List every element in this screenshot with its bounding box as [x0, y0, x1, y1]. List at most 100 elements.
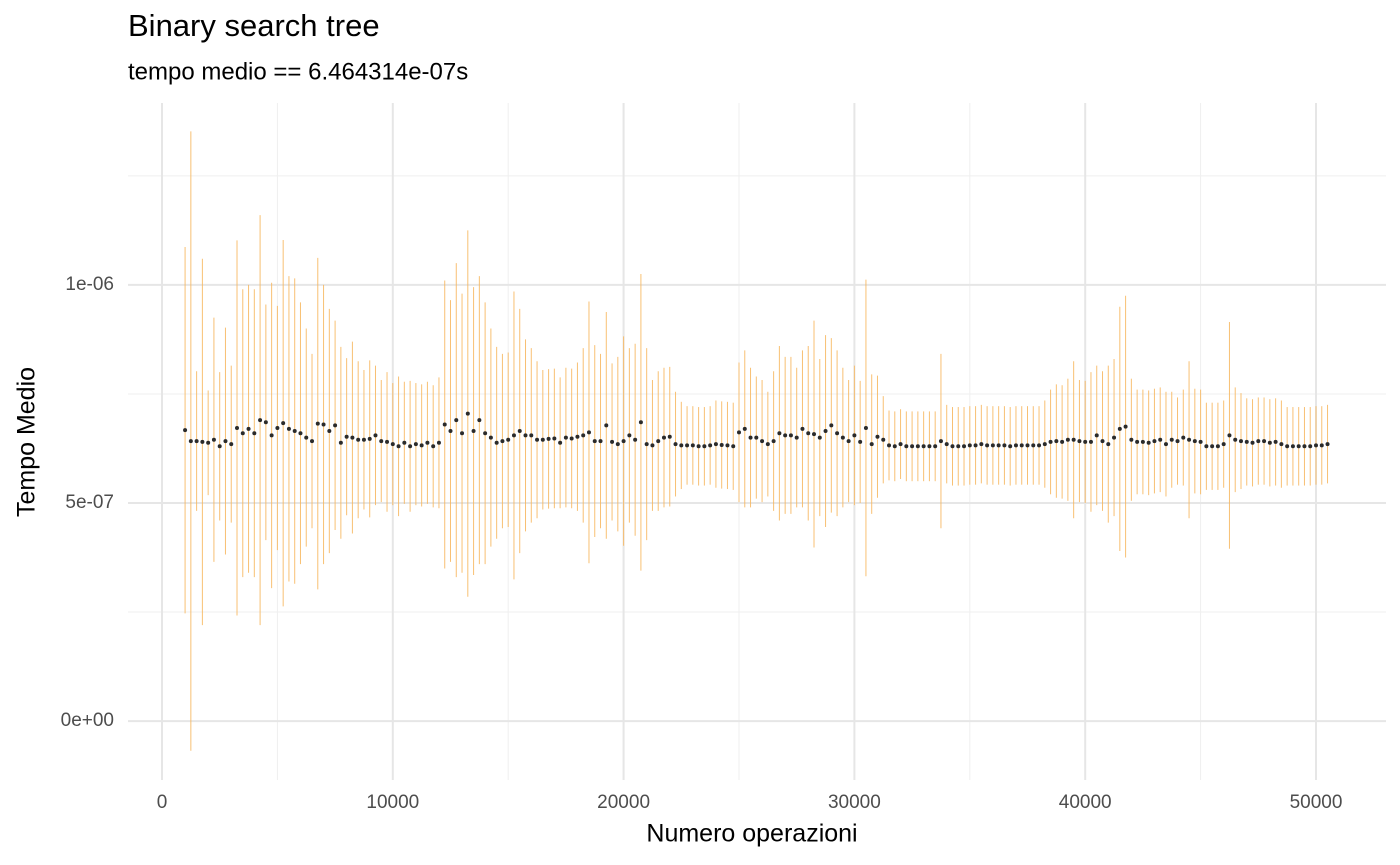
- point: [887, 443, 892, 448]
- point: [431, 444, 436, 449]
- point: [511, 433, 516, 438]
- point: [494, 440, 499, 445]
- point: [315, 421, 320, 426]
- point: [846, 439, 851, 444]
- point: [563, 435, 568, 440]
- point: [540, 437, 545, 442]
- point: [1008, 444, 1013, 449]
- point: [1175, 439, 1180, 444]
- point: [748, 435, 753, 440]
- point: [956, 444, 961, 449]
- point: [436, 440, 441, 445]
- point: [927, 444, 932, 449]
- point: [286, 426, 291, 431]
- point: [356, 437, 361, 442]
- point: [1296, 444, 1301, 449]
- point: [304, 435, 309, 440]
- point: [1262, 439, 1267, 444]
- point: [471, 429, 476, 434]
- point: [950, 444, 955, 449]
- point: [558, 440, 563, 445]
- point: [1071, 437, 1076, 442]
- point: [673, 442, 678, 447]
- point: [1256, 439, 1261, 444]
- point: [962, 444, 967, 449]
- point: [685, 443, 690, 448]
- point: [1192, 439, 1197, 444]
- point: [840, 435, 845, 440]
- point: [1273, 439, 1278, 444]
- y-tick-label: 5e-07: [65, 492, 114, 513]
- x-tick-label: 20000: [597, 792, 650, 813]
- point: [644, 442, 649, 447]
- point: [973, 443, 978, 448]
- point: [586, 430, 591, 435]
- point: [1077, 439, 1082, 444]
- point: [1060, 439, 1065, 444]
- point: [1002, 443, 1007, 448]
- point: [1037, 443, 1042, 448]
- point: [460, 431, 465, 436]
- point: [829, 423, 834, 428]
- point: [679, 443, 684, 448]
- point: [1112, 435, 1117, 440]
- point: [863, 425, 868, 430]
- point: [638, 420, 643, 425]
- x-tick-label: 50000: [1290, 792, 1343, 813]
- point: [235, 425, 240, 430]
- chart-subtitle: tempo medio == 6.464314e-07s: [128, 58, 468, 85]
- point: [719, 442, 724, 447]
- point: [575, 434, 580, 439]
- point: [1106, 442, 1111, 447]
- point: [1267, 440, 1272, 445]
- point: [650, 443, 655, 448]
- point: [1083, 439, 1088, 444]
- point: [206, 440, 211, 445]
- point: [1013, 443, 1018, 448]
- point: [523, 433, 528, 438]
- point: [419, 443, 424, 448]
- point: [771, 439, 776, 444]
- point: [1117, 426, 1122, 431]
- point: [996, 443, 1001, 448]
- point: [529, 433, 534, 438]
- point: [442, 422, 447, 427]
- point: [1221, 442, 1226, 447]
- point: [1250, 440, 1255, 445]
- marks: [183, 131, 1330, 751]
- point: [1019, 443, 1024, 448]
- point: [621, 439, 626, 444]
- point: [921, 444, 926, 449]
- point: [217, 444, 222, 449]
- point: [985, 443, 990, 448]
- point: [252, 431, 257, 436]
- point: [465, 411, 470, 416]
- point: [783, 433, 788, 438]
- point: [910, 444, 915, 449]
- point: [1302, 444, 1307, 449]
- x-tick-label: 30000: [828, 792, 881, 813]
- point: [292, 429, 297, 434]
- point: [592, 439, 597, 444]
- point: [327, 429, 332, 434]
- point: [794, 435, 799, 440]
- point: [852, 433, 857, 438]
- point: [350, 435, 355, 440]
- point: [1146, 440, 1151, 445]
- point: [1308, 444, 1313, 449]
- point: [258, 418, 263, 423]
- point: [454, 418, 459, 423]
- point: [898, 442, 903, 447]
- point: [812, 432, 817, 437]
- point: [385, 439, 390, 444]
- point: [667, 434, 672, 439]
- point: [1025, 443, 1030, 448]
- point: [731, 444, 736, 449]
- point: [477, 418, 482, 423]
- point: [742, 426, 747, 431]
- point: [604, 423, 609, 428]
- point: [448, 429, 453, 434]
- point: [881, 437, 886, 442]
- point: [1238, 439, 1243, 444]
